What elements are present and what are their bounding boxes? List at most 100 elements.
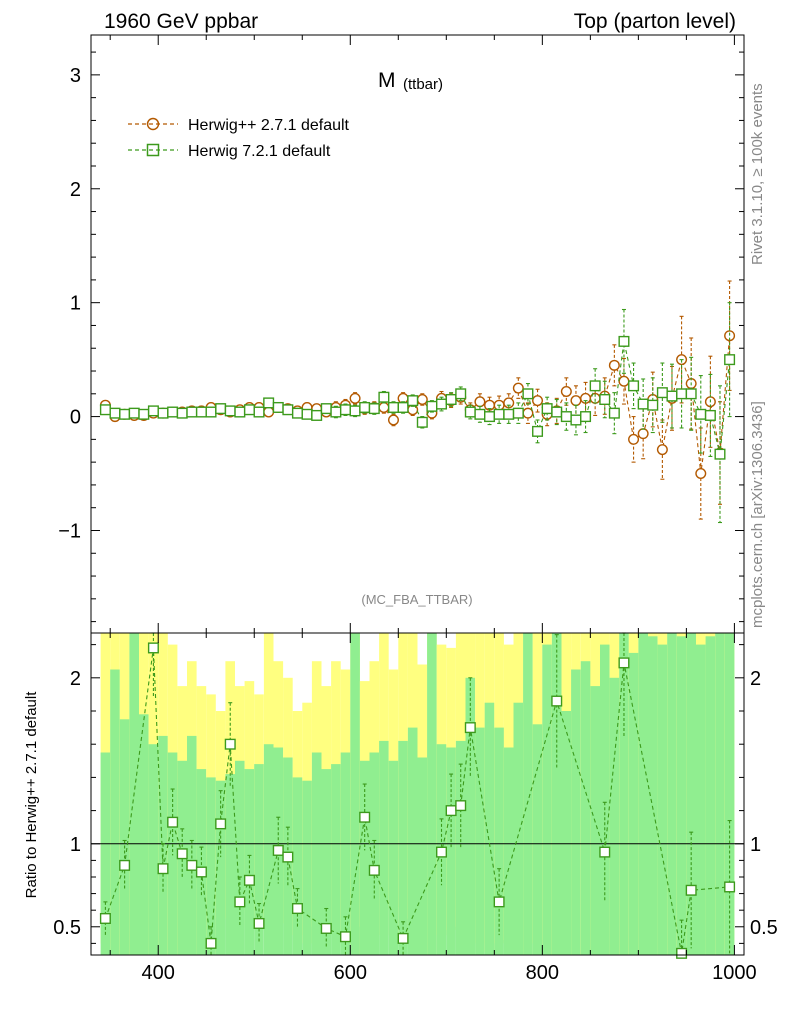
data-point-herwig7 <box>522 388 534 400</box>
ratio-inner-band <box>407 727 418 955</box>
ratio-y-tick-label-right: 0.5 <box>750 917 778 939</box>
data-point-herwig7 <box>224 405 236 417</box>
ratio-inner-band <box>475 727 485 955</box>
main-y-axis: 3 2 1 0 −1 <box>58 51 744 623</box>
energy-label: 1960 GeV ppbar <box>104 10 258 33</box>
ratio-x-tick-label: 400 <box>142 962 175 984</box>
ratio-data-point <box>320 922 332 934</box>
legend-label-herwig7: Herwig 7.2.1 default <box>188 143 331 160</box>
data-point-herwigpp <box>387 414 399 426</box>
data-point-herwigpp <box>656 444 668 456</box>
ratio-inner-band <box>340 752 351 955</box>
main-y-tick-label: −1 <box>58 520 81 542</box>
ratio-y-tick-label-left: 0.5 <box>53 917 81 939</box>
main-plot: 3 2 1 0 −1 M (ttbar) (MC_FBA_TTBAR) Herwig++… <box>58 34 745 634</box>
ratio-inner-band <box>292 777 303 955</box>
data-point-herwig7 <box>109 407 121 419</box>
ratio-data-point <box>493 896 505 908</box>
ratio-inner-band <box>167 752 178 955</box>
data-point-herwig7 <box>282 404 294 416</box>
data-point-herwig7 <box>99 404 111 416</box>
data-point-herwigpp <box>416 393 428 405</box>
ratio-inner-band <box>523 633 533 955</box>
data-point-herwig7 <box>176 407 188 419</box>
ratio-data-point <box>253 917 265 929</box>
ratio-y-tick-label-left: 2 <box>70 668 81 690</box>
ratio-inner-band <box>196 769 207 955</box>
ratio-x-axis: 400 600 800 1000 <box>109 633 757 984</box>
data-point-herwig7 <box>484 411 496 423</box>
data-point-herwig7 <box>714 448 726 460</box>
data-point-herwig7 <box>704 409 716 421</box>
main-y-tick-label: 3 <box>70 65 81 87</box>
data-point-herwig7 <box>551 406 563 418</box>
data-point-herwigpp <box>512 382 524 394</box>
data-point-herwig7 <box>320 403 332 415</box>
data-point-herwig7 <box>608 407 620 419</box>
data-point-herwig7 <box>167 406 179 418</box>
data-point-herwig7 <box>234 406 246 418</box>
ratio-inner-band <box>119 719 130 955</box>
ratio-inner-band <box>542 644 552 955</box>
ratio-inner-band <box>724 633 735 955</box>
ratio-data-point <box>676 947 688 959</box>
ratio-inner-band <box>100 752 111 955</box>
ratio-inner-band <box>532 724 543 955</box>
data-point-herwig7 <box>253 406 265 418</box>
ratio-y-axis-label: Ratio to Herwig++ 2.7.1 default <box>23 691 40 899</box>
ratio-inner-band <box>187 735 197 955</box>
data-point-herwig7 <box>656 387 668 399</box>
data-point-herwig7 <box>695 408 707 420</box>
data-point-herwig7 <box>263 397 275 409</box>
data-point-herwig7 <box>195 406 207 418</box>
data-point-herwig7 <box>157 407 169 419</box>
main-plot-points <box>99 280 736 524</box>
ratio-inner-band <box>638 633 648 955</box>
data-point-herwigpp <box>628 433 640 445</box>
ratio-data-point <box>551 695 563 707</box>
data-point-herwig7 <box>647 399 659 411</box>
ratio-inner-band <box>600 644 610 955</box>
ratio-inner-band <box>484 702 495 955</box>
ratio-data-point <box>445 805 457 817</box>
data-point-herwig7 <box>628 380 640 392</box>
data-point-herwigpp <box>522 407 534 419</box>
data-point-herwig7 <box>416 416 428 428</box>
ratio-inner-band <box>302 780 312 955</box>
legend-square-marker <box>146 143 160 157</box>
data-point-herwig7 <box>599 393 611 405</box>
ratio-data-point <box>176 848 188 860</box>
ratio-inner-band <box>657 644 668 955</box>
ratio-inner-band <box>148 744 159 955</box>
process-label: Top (parton level) <box>574 10 736 33</box>
ratio-inner-band <box>369 752 380 955</box>
data-point-herwig7 <box>532 425 544 437</box>
plot-title-sub: (ttbar) <box>403 76 443 93</box>
ratio-inner-band <box>561 711 572 955</box>
ratio-inner-band <box>696 644 706 955</box>
ratio-inner-band <box>427 633 437 955</box>
ratio-inner-band <box>417 757 428 955</box>
ratio-inner-band <box>619 633 629 955</box>
ratio-data-point <box>157 863 169 875</box>
legend-entry-herwigpp: Herwig++ 2.7.1 default <box>128 117 350 134</box>
ratio-data-point <box>368 864 380 876</box>
data-point-herwig7 <box>147 405 159 417</box>
data-point-herwig7 <box>205 406 217 418</box>
data-point-herwig7 <box>560 411 572 423</box>
ratio-inner-band <box>676 636 687 955</box>
ratio-inner-band <box>648 636 658 955</box>
ratio-y-axis: 0.5 0.5 1 1 2 2 <box>53 644 778 944</box>
data-point-herwigpp <box>637 428 649 440</box>
data-point-herwig7 <box>407 395 419 407</box>
data-point-herwig7 <box>330 406 342 418</box>
ratio-inner-band <box>686 633 696 955</box>
ratio-x-tick-label: 1000 <box>712 962 757 984</box>
ratio-inner-band <box>254 764 264 955</box>
main-y-tick-label: 2 <box>70 179 81 201</box>
data-point-herwig7 <box>503 408 515 420</box>
data-point-herwigpp <box>618 375 630 387</box>
ratio-inner-band <box>455 740 466 955</box>
data-point-herwigpp <box>378 401 390 413</box>
data-point-herwigpp <box>560 386 572 398</box>
